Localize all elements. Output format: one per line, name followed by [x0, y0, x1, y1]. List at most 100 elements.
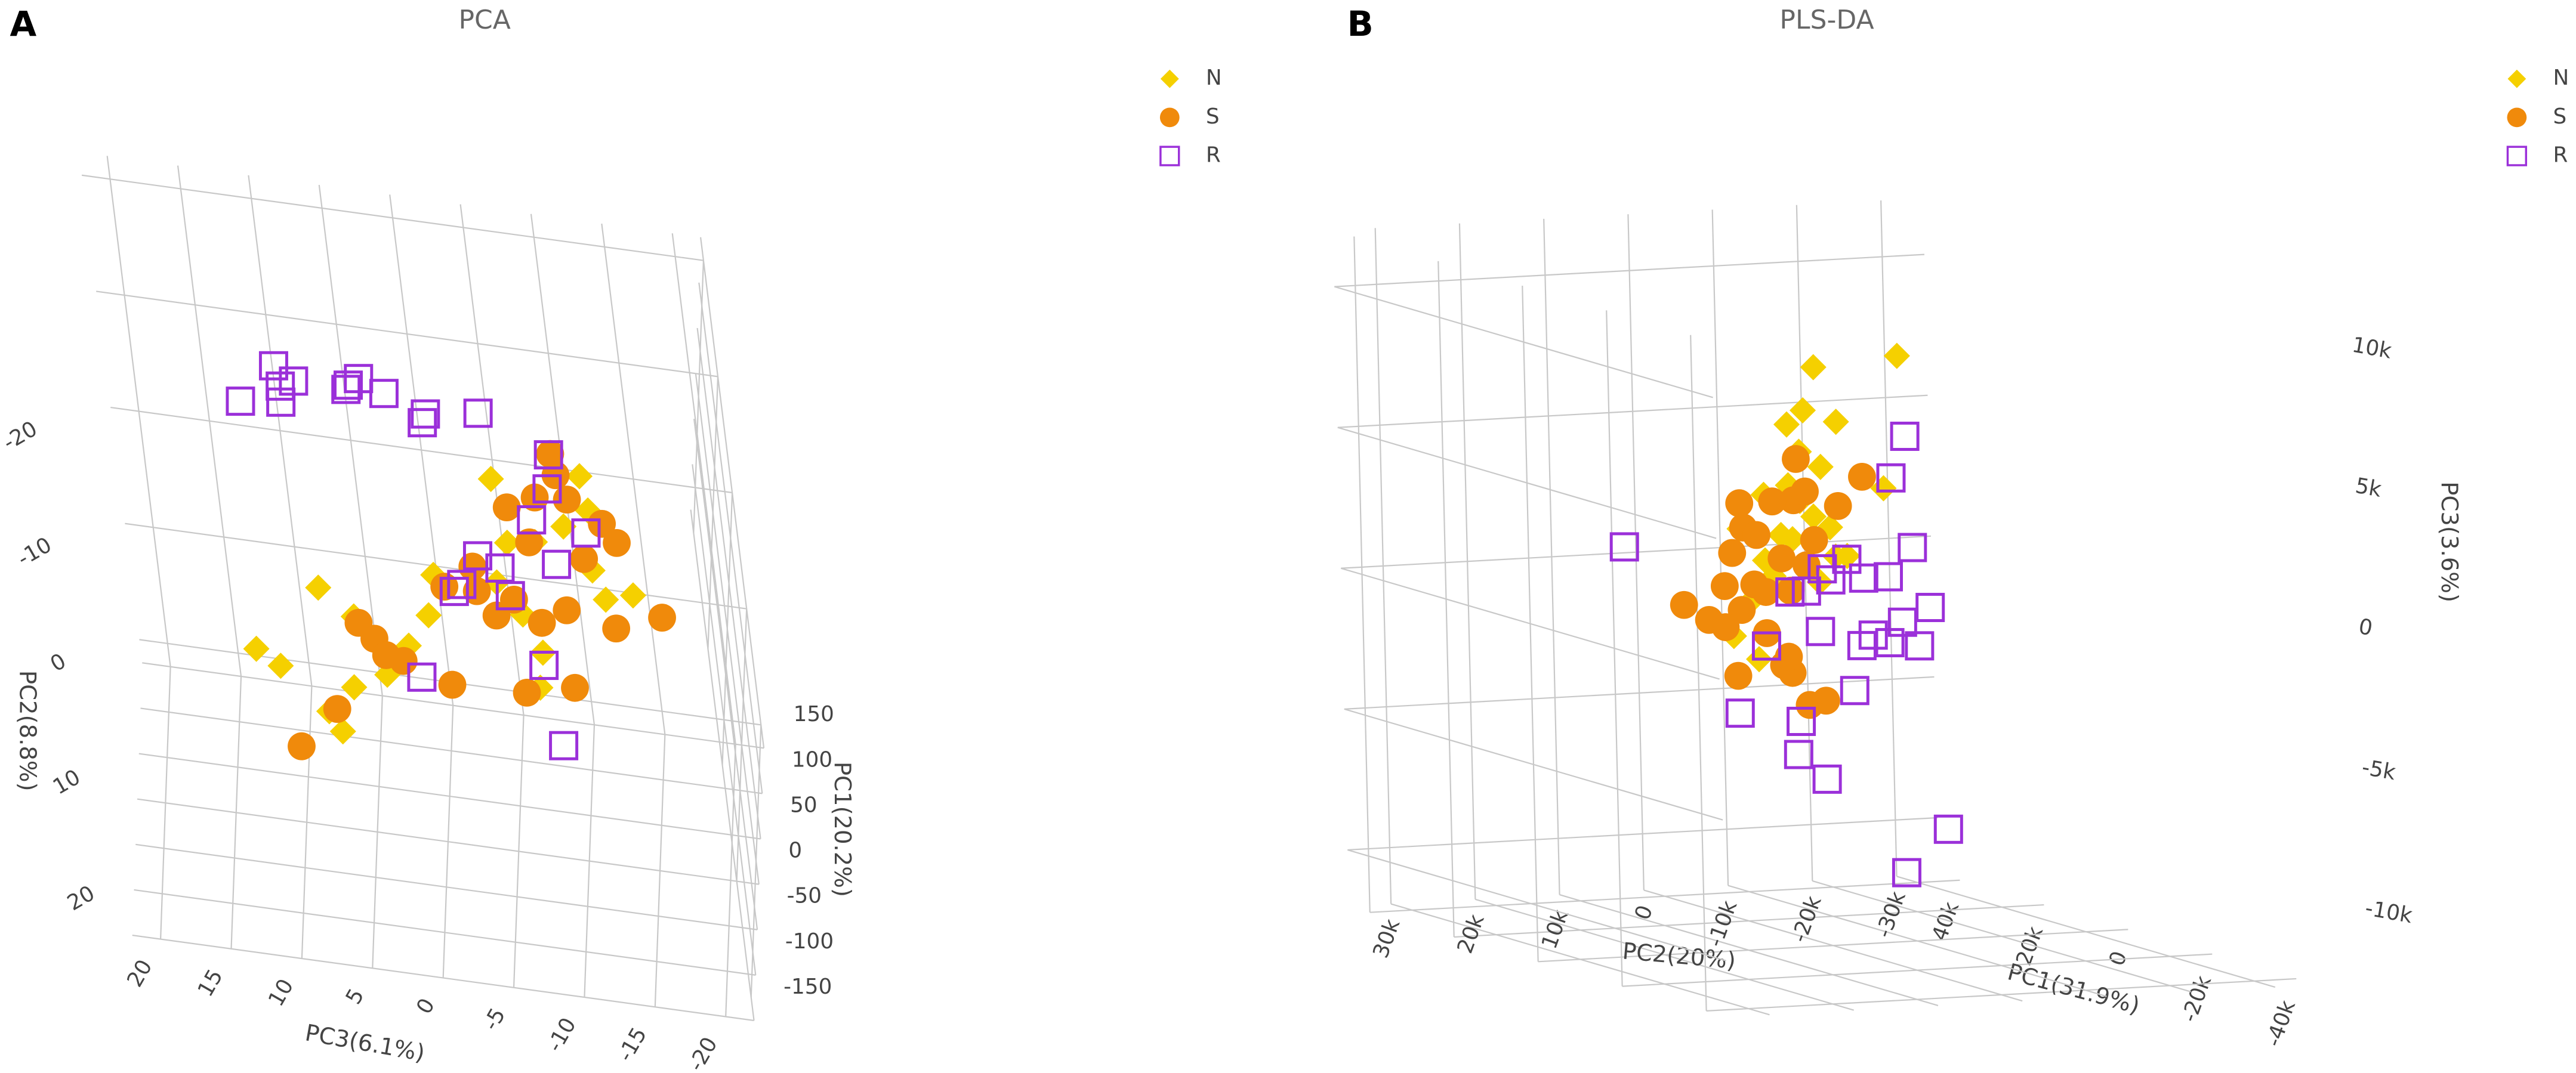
point — [1718, 539, 1747, 567]
x-tick-label: 100 — [792, 747, 832, 772]
grid-line — [1334, 253, 1925, 287]
z-tick-label: -5k — [2360, 755, 2398, 785]
point — [532, 474, 562, 504]
x-tick-label: -100 — [785, 929, 834, 954]
grid-line — [1341, 535, 1932, 569]
y-tick-label: 0 — [46, 649, 70, 677]
point — [1876, 463, 1906, 493]
y-tick-label: 10 — [49, 765, 85, 799]
panel-label: A — [10, 4, 37, 44]
point — [492, 493, 521, 522]
y-tick-label: 20k — [1453, 911, 1489, 957]
point — [1742, 521, 1770, 549]
panel-title: PLS-DA — [1779, 5, 1874, 35]
point — [1710, 572, 1739, 601]
grid-line — [736, 608, 748, 882]
grid-line — [700, 237, 765, 749]
point — [1784, 740, 1813, 769]
grid-line — [1344, 676, 1935, 710]
point — [1800, 526, 1828, 554]
point — [1670, 590, 1698, 619]
point — [1812, 764, 1842, 794]
y-tick-label: 10k — [1537, 907, 1574, 953]
point — [603, 528, 631, 557]
point — [1848, 462, 1876, 491]
point — [1800, 354, 1827, 381]
grid-line — [106, 156, 171, 667]
point — [463, 398, 493, 428]
grid-line — [1559, 894, 1939, 1007]
x-tick-label: -20k — [2177, 972, 2217, 1025]
grid-line — [1334, 286, 1713, 398]
grid-line — [1727, 885, 2107, 997]
point — [1807, 554, 1837, 584]
legend-label: R — [2553, 143, 2568, 168]
y-tick-label: 20 — [63, 881, 99, 916]
z-tick-label: -10 — [542, 1014, 581, 1056]
legend-label: N — [1206, 66, 1222, 90]
point — [408, 408, 437, 438]
point — [1609, 532, 1639, 562]
y-tick-label: -20 — [0, 416, 42, 455]
point — [267, 653, 294, 679]
point — [323, 695, 351, 723]
grid-line — [654, 734, 666, 1007]
point — [344, 608, 373, 637]
legend-marker — [2506, 146, 2528, 166]
panel-title: PCA — [458, 5, 510, 35]
point — [561, 673, 589, 702]
point — [1751, 631, 1781, 661]
legend-label: S — [1206, 104, 1220, 129]
point — [243, 635, 270, 662]
z-tick-label: 5k — [2353, 474, 2383, 502]
x-tick-label: -150 — [783, 975, 832, 999]
grid-line — [1347, 817, 1938, 851]
point — [1806, 617, 1835, 647]
point — [1752, 578, 1780, 606]
grid-line — [160, 666, 171, 939]
point — [1858, 620, 1888, 650]
point — [517, 505, 547, 535]
z-tick-label: 0 — [2357, 614, 2375, 641]
point — [1725, 698, 1755, 728]
point — [1905, 631, 1935, 661]
grid-line — [1390, 903, 1770, 1016]
x-axis-title: PC1(20.2%) — [829, 762, 856, 897]
point — [542, 549, 572, 579]
point — [1892, 858, 1921, 888]
grid-line — [442, 705, 454, 978]
grid-line — [318, 184, 383, 696]
point — [571, 518, 601, 548]
point — [411, 399, 440, 429]
z-tick-label: -20 — [684, 1033, 723, 1073]
grid-line — [1337, 394, 1928, 428]
point — [305, 574, 332, 601]
point — [1775, 577, 1805, 607]
grid-line — [725, 744, 736, 1017]
point — [1695, 605, 1723, 634]
point — [415, 602, 442, 629]
grid-line — [1475, 898, 1855, 1011]
point — [447, 570, 477, 599]
point — [258, 351, 288, 381]
point — [533, 440, 563, 470]
grid-line — [132, 934, 754, 1022]
point — [344, 364, 374, 394]
legend-label: R — [1206, 143, 1221, 168]
grid-line — [248, 175, 313, 687]
point — [1890, 421, 1920, 451]
point — [1775, 642, 1803, 671]
point — [588, 509, 616, 538]
point — [1725, 489, 1754, 518]
point — [1782, 445, 1810, 473]
point — [1787, 706, 1816, 736]
point — [1791, 477, 1819, 506]
grid-line — [301, 686, 313, 959]
legend-marker — [1159, 107, 1180, 128]
grid-line — [389, 194, 454, 706]
z-tick-label: 15 — [193, 965, 228, 1001]
grid-line — [584, 725, 596, 998]
point — [1824, 491, 1852, 520]
point — [493, 529, 520, 556]
